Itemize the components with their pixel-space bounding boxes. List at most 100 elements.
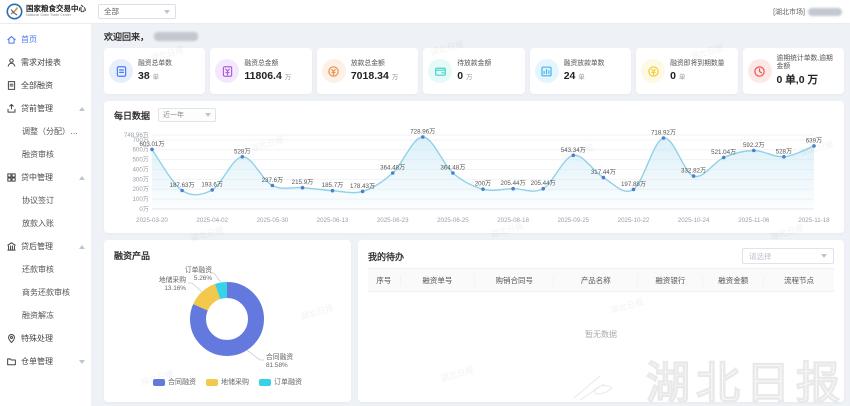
sidebar-item-3[interactable]: 贷前管理 (0, 97, 91, 120)
grain-logo-icon (6, 3, 23, 20)
svg-text:200万: 200万 (475, 181, 492, 188)
svg-text:215.9万: 215.9万 (292, 179, 314, 186)
sidebar-item-1[interactable]: 需求对接表 (0, 51, 91, 74)
svg-text:5.26%: 5.26% (194, 275, 212, 282)
stats-row: 融资总单数 38 单 融资总金额 11806.4 万 放款总金额 7018.34… (104, 48, 844, 94)
chevron-up-icon (79, 106, 85, 111)
svg-text:400万: 400万 (132, 166, 149, 173)
welcome-user-redacted (154, 31, 199, 41)
svg-text:订单融资: 订单融资 (185, 265, 212, 274)
pin-icon (8, 334, 15, 344)
todo-table-header: 序号 融资单号 购销合同号 产品名称 融资银行 融资金额 流程节点 (368, 268, 834, 292)
bank-icon (7, 242, 16, 251)
svg-text:合同融资: 合同融资 (266, 352, 293, 361)
user-name-redacted (808, 7, 842, 16)
donut-legend: 合同融资 地储采购 订单融资 (114, 375, 341, 389)
welcome-row: 欢迎回来， (104, 29, 844, 43)
daily-range-select[interactable]: 近一年 (158, 108, 217, 122)
svg-text:2025-06-23: 2025-06-23 (377, 217, 409, 224)
todo-col-6: 流程节点 (784, 275, 814, 285)
stat-card-4: 融资放款单数 24 单 (529, 48, 632, 94)
svg-text:2025-04-02: 2025-04-02 (196, 217, 228, 224)
sidebar-item-5[interactable]: 融资审核 (22, 150, 54, 159)
svg-text:2025-10-24: 2025-10-24 (678, 217, 710, 224)
svg-text:205.44万: 205.44万 (501, 180, 526, 187)
logo-title: 国家粮食交易中心 (26, 4, 86, 14)
doc-icon (7, 81, 16, 90)
svg-text:81.58%: 81.58% (266, 362, 288, 369)
svg-text:197.88万: 197.88万 (621, 181, 646, 188)
svg-text:639万: 639万 (806, 137, 823, 144)
money-icon (222, 65, 233, 77)
svg-text:718.92万: 718.92万 (651, 130, 676, 137)
todo-col-5: 融资金额 (703, 274, 765, 286)
market-select[interactable]: 全部 (98, 4, 176, 19)
my-todo-panel: 我的待办 请选择 序号 融资单号 购销合同号 产品名称 融资银行 融资金额 流程节点 暂无数… (358, 240, 844, 402)
sidebar-item-12[interactable]: 融资解冻 (22, 311, 54, 320)
legend-swatch (153, 378, 165, 386)
svg-text:0万: 0万 (139, 206, 149, 213)
legend-item-1[interactable]: 地储采购 (206, 377, 249, 387)
financing-products-title: 融资产品 (114, 250, 151, 261)
svg-text:364.48万: 364.48万 (440, 165, 465, 172)
daily-range-value: 近一年 (163, 112, 185, 119)
sidebar-item-11[interactable]: 商务还款审核 (22, 288, 70, 297)
daily-data-panel: 每日数据 近一年 0万 100万 200万 300万 400万 500万 600万 700万 7… (104, 101, 844, 233)
svg-text:205.44万: 205.44万 (531, 180, 556, 187)
svg-text:700万: 700万 (132, 137, 149, 144)
chevron-up-icon (79, 244, 85, 249)
sidebar-item-8[interactable]: 放款入账 (22, 219, 54, 228)
sidebar-item-10[interactable]: 还款审核 (22, 265, 54, 274)
svg-text:2025-06-13: 2025-06-13 (317, 217, 349, 224)
svg-text:364.48万: 364.48万 (380, 165, 405, 172)
sidebar-item-7[interactable]: 协议签订 (22, 196, 54, 205)
svg-text:592.2万: 592.2万 (743, 142, 765, 149)
svg-text:100万: 100万 (132, 196, 149, 203)
todo-filter-select[interactable]: 请选择 (742, 248, 834, 264)
user-icon (7, 58, 16, 67)
legend-swatch (259, 378, 271, 386)
svg-text:521.04万: 521.04万 (711, 149, 736, 156)
legend-swatch (206, 378, 218, 386)
svg-text:187.63万: 187.63万 (170, 182, 195, 189)
todo-col-4: 融资银行 (638, 274, 704, 286)
home-icon (7, 36, 16, 44)
sidebar-item-6[interactable]: 贷中管理 (0, 166, 91, 189)
upload-icon (7, 103, 16, 113)
svg-text:2025-09-25: 2025-09-25 (557, 217, 589, 224)
todo-col-3: 产品名称 (554, 274, 639, 286)
svg-text:地储采购: 地储采购 (159, 275, 186, 284)
svg-text:603.01万: 603.01万 (139, 141, 164, 148)
welcome-text: 欢迎回来， (104, 31, 150, 42)
stat-card-6: 逾期统计单数,逾期金额 0 单,0 万 (742, 48, 844, 94)
svg-text:528万: 528万 (234, 148, 251, 155)
sidebar-item-0[interactable]: 首页 (0, 28, 91, 51)
svg-text:2025-10-22: 2025-10-22 (618, 217, 650, 224)
legend-item-0[interactable]: 合同融资 (153, 377, 196, 387)
legend-item-2[interactable]: 订单融资 (259, 377, 302, 387)
todo-table-body: 暂无数据 (368, 292, 834, 395)
main-content: 欢迎回来， 融资总单数 38 单 融资总金额 11806.4 万 放款总金额 7… (92, 24, 850, 406)
folder-icon (7, 358, 16, 366)
svg-text:193.6万: 193.6万 (201, 181, 223, 188)
stat-card-1: 融资总金额 11806.4 万 (210, 48, 312, 94)
chevron-down-icon (164, 9, 170, 14)
sidebar-item-2[interactable]: 全部融资 (0, 74, 91, 97)
chevron-down-icon (821, 254, 827, 258)
stat-card-0: 融资总单数 38 单 (104, 48, 206, 94)
svg-text:237.6万: 237.6万 (262, 177, 284, 184)
sidebar-item-9[interactable]: 贷后管理 (0, 235, 91, 258)
region-label: [湖北市场] (773, 8, 805, 16)
svg-text:2025-11-06: 2025-11-06 (738, 217, 770, 224)
grid-icon (7, 173, 16, 182)
sidebar-item-4[interactable]: 调整（分配）银行 (22, 127, 85, 136)
daily-data-title: 每日数据 (114, 110, 151, 121)
svg-text:2025-05-30: 2025-05-30 (257, 217, 289, 224)
sidebar-item-14[interactable]: 仓单管理 (0, 350, 91, 373)
empty-state-text: 暂无数据 (585, 330, 617, 339)
svg-text:178.43万: 178.43万 (350, 183, 375, 190)
sidebar-item-13[interactable]: 特殊处理 (0, 327, 91, 350)
svg-text:528万: 528万 (776, 148, 793, 155)
sidebar-nav: 首页 需求对接表 全部融资 贷前管理 调整（分配）银行 融资审核 贷中管理 协议… (0, 24, 92, 406)
